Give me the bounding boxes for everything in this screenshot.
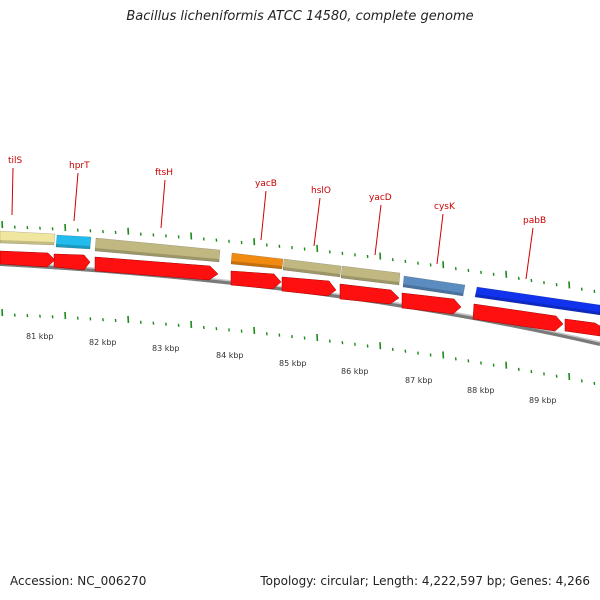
- label-line-hprT: [73, 172, 79, 222]
- summary-text: Topology: circular; Length: 4,222,597 bp…: [260, 574, 590, 588]
- gene-label-pabB: pabB: [523, 216, 546, 226]
- gene-label-group: tilS hprT ftsH yacB hslO yacD cysK pabB: [8, 156, 546, 280]
- gene-label-ftsH: ftsH: [155, 168, 173, 178]
- hprT-bar-shade: [56, 244, 90, 249]
- cds-arrow: [401, 292, 462, 315]
- cds-arrow: [230, 270, 282, 290]
- kbp-label: 81 kbp: [26, 332, 54, 341]
- gene-label-hprT: hprT: [69, 161, 90, 171]
- feature-bar-track: [0, 230, 600, 316]
- kbp-label: 83 kbp: [152, 344, 180, 353]
- cysK-bar-shade: [403, 284, 463, 296]
- cysK-bar: [402, 275, 466, 297]
- hslO-bar-shade: [283, 267, 340, 277]
- kbp-label: 84 kbp: [216, 351, 244, 360]
- label-line-yacD: [374, 204, 382, 256]
- cds-arrow: [339, 283, 400, 305]
- tilS-bar-shade: [0, 240, 54, 245]
- genome-title: Bacillus licheniformis ATCC 14580, compl…: [126, 9, 474, 24]
- kbp-scale-labels: 81 kbp 82 kbp 83 kbp 84 kbp 85 kbp 86 kb…: [26, 332, 557, 405]
- yacB-bar-shade: [231, 261, 282, 269]
- pabB-bar-shade: [475, 294, 600, 315]
- ftsH-bar-shade: [95, 248, 219, 262]
- cds-arrow: [281, 276, 337, 297]
- label-line-ftsH: [160, 179, 166, 229]
- hprT-bar: [55, 234, 92, 250]
- label-line-cysK: [436, 213, 444, 265]
- label-line-tilS: [11, 167, 14, 216]
- hslO-bar: [282, 258, 342, 278]
- accession-text: Accession: NC_006270: [10, 574, 147, 588]
- yacD-bar: [340, 265, 401, 286]
- gene-label-yacD: yacD: [369, 193, 392, 203]
- cds-arrow: [472, 303, 564, 332]
- kbp-label: 82 kbp: [89, 338, 117, 347]
- cds-arrow: [564, 318, 600, 337]
- upper-tick-ring: [1, 221, 596, 293]
- yacB-bar: [230, 252, 284, 270]
- label-line-pabB: [525, 227, 534, 280]
- gene-label-cysK: cysK: [434, 202, 456, 212]
- cds-arrow: [94, 256, 219, 281]
- cds-arrow: [53, 253, 91, 271]
- label-line-yacB: [260, 190, 267, 241]
- lower-tick-ring: [1, 309, 596, 385]
- genome-backbone: [0, 262, 600, 346]
- cds-arrow: [0, 250, 56, 268]
- kbp-label: 87 kbp: [405, 376, 433, 385]
- kbp-label: 89 kbp: [529, 396, 557, 405]
- kbp-label: 88 kbp: [467, 386, 495, 395]
- gene-label-tilS: tilS: [8, 156, 23, 166]
- gene-label-yacB: yacB: [255, 179, 277, 189]
- pabB-bar: [474, 286, 600, 316]
- label-line-hslO: [313, 197, 321, 247]
- ftsH-bar: [94, 237, 221, 263]
- gene-label-hslO: hslO: [311, 186, 331, 196]
- tilS-bar: [0, 230, 56, 246]
- kbp-label: 86 kbp: [341, 367, 369, 376]
- cds-arrow-track: [0, 250, 600, 337]
- yacD-bar-shade: [341, 275, 399, 285]
- kbp-label: 85 kbp: [279, 359, 307, 368]
